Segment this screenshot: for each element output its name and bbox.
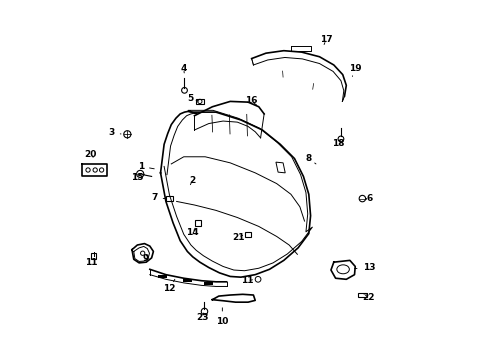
Bar — [183, 279, 191, 282]
Bar — [357, 293, 366, 297]
Text: 22: 22 — [362, 293, 374, 302]
Text: 21: 21 — [231, 233, 244, 242]
Text: 19: 19 — [348, 64, 361, 76]
Text: 16: 16 — [244, 96, 257, 105]
Text: 3: 3 — [108, 129, 121, 138]
Text: 14: 14 — [186, 228, 199, 237]
Bar — [158, 275, 166, 278]
Bar — [196, 99, 203, 104]
Text: 17: 17 — [319, 36, 331, 45]
Text: 6: 6 — [365, 194, 372, 203]
Text: 10: 10 — [216, 308, 228, 325]
Bar — [166, 196, 172, 201]
Text: 18: 18 — [331, 139, 344, 148]
Text: 11: 11 — [241, 276, 253, 285]
Text: 5: 5 — [187, 94, 198, 103]
Text: 12: 12 — [163, 279, 175, 293]
Text: 1: 1 — [138, 162, 154, 171]
Text: 7: 7 — [151, 193, 165, 202]
Bar — [244, 232, 251, 237]
Text: 9: 9 — [142, 254, 148, 263]
Text: 13: 13 — [354, 263, 374, 272]
Text: 2: 2 — [189, 176, 195, 185]
Text: 23: 23 — [196, 313, 208, 322]
Bar — [91, 252, 96, 259]
Text: 15: 15 — [131, 173, 143, 182]
Text: 8: 8 — [305, 154, 315, 164]
Text: 4: 4 — [180, 64, 186, 73]
Text: 11: 11 — [85, 258, 98, 267]
Text: 20: 20 — [84, 150, 96, 159]
Bar — [204, 282, 213, 285]
Bar — [195, 220, 201, 226]
